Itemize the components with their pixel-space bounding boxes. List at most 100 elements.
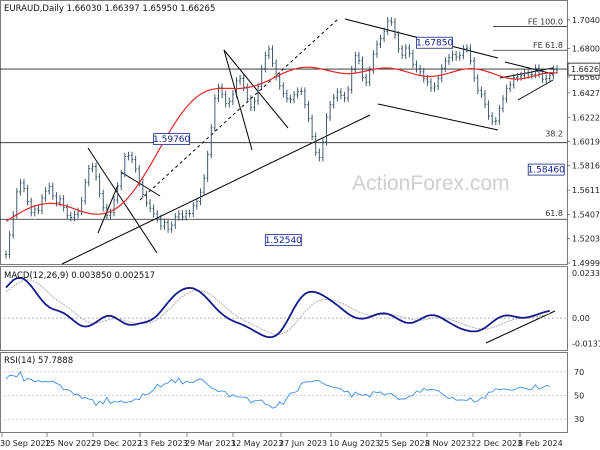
price-bar <box>303 87 307 109</box>
price-bar <box>109 208 112 220</box>
price-bar <box>555 65 559 74</box>
price-bar <box>199 188 202 206</box>
price-bar <box>454 50 458 61</box>
date-tick-label-6: 27 Jun 2023 <box>279 439 327 448</box>
price-bar <box>458 51 461 61</box>
rsi-tick-label-1: 50 <box>574 391 584 400</box>
price-bar <box>134 155 137 173</box>
price-bar <box>231 90 235 106</box>
price-bar <box>289 94 292 104</box>
watermark: ActionForex.com <box>352 172 510 195</box>
price-bar <box>429 78 433 92</box>
trendline-dec-down <box>120 171 161 197</box>
price-bar <box>422 67 425 83</box>
date-tick-label-9: 8 Nov 2023 <box>425 439 471 448</box>
price-bar <box>400 45 404 60</box>
price-bar <box>339 88 343 100</box>
macd-panel-border <box>0 266 568 351</box>
price-bar <box>87 164 91 187</box>
price-bar <box>382 27 386 43</box>
price-bar <box>98 173 101 198</box>
price-bar <box>102 189 105 212</box>
date-tick-label-5: 12 May 2023 <box>231 439 283 448</box>
price-tick-label-3: 1.64270 <box>572 89 600 98</box>
price-bar <box>472 57 476 82</box>
trendline-lower-channel <box>377 103 499 131</box>
price-bar <box>256 82 260 105</box>
macd-title: MACD(12,26,9) 0.003850 0.002517 <box>4 271 155 281</box>
price-bar <box>202 174 206 197</box>
date-tick-label-11: 8 Feb 2024 <box>518 439 563 448</box>
price-bar <box>181 210 184 221</box>
price-bar <box>487 100 490 120</box>
date-tick-label-10: 22 Dec 2023 <box>471 439 522 448</box>
price-bar <box>498 104 501 125</box>
price-bar <box>393 18 397 39</box>
price-bar <box>418 65 422 76</box>
price-bar <box>166 218 170 233</box>
macd-chart-layer <box>0 276 567 339</box>
price-bar <box>408 44 411 58</box>
price-bar <box>411 49 415 69</box>
price-bar <box>213 94 217 132</box>
date-tick-label-1: 15 Nov 2022 <box>45 439 96 448</box>
price-bar <box>321 138 325 162</box>
price-bar <box>267 45 271 60</box>
price-bar <box>26 184 29 206</box>
rsi-tick-label-0: 70 <box>574 368 584 377</box>
fib-label-2: 38.2 <box>545 129 563 138</box>
date-tick-label-2: 29 Dec 2022 <box>91 439 142 448</box>
price-bar <box>130 151 134 164</box>
price-bar <box>177 210 181 221</box>
price-bar <box>375 40 379 58</box>
price-tick-label-4: 1.62220 <box>572 113 600 122</box>
price-bar <box>62 195 65 212</box>
price-bar <box>224 90 227 108</box>
price-bar <box>476 74 479 95</box>
rsi-tick-label-2: 30 <box>574 415 584 424</box>
price-bar <box>37 205 40 215</box>
price-bar <box>253 97 256 112</box>
price-bar <box>141 179 145 199</box>
price-bar <box>285 89 289 103</box>
rsi-title: RSI(14) 57.7888 <box>4 356 73 366</box>
price-tick-label-5: 1.60190 <box>572 137 600 146</box>
price-bar <box>22 179 26 193</box>
macd-line <box>5 276 550 339</box>
price-bar <box>390 17 393 26</box>
price-bar <box>69 211 73 222</box>
price-bar <box>163 218 166 230</box>
price-bar <box>440 64 443 83</box>
date-tick-label-7: 10 Aug 2023 <box>329 439 380 448</box>
price-bar <box>451 50 454 62</box>
price-tick-label-8: 1.54070 <box>572 210 600 219</box>
price-bar <box>462 45 465 60</box>
wedge-upper <box>499 67 554 79</box>
price-bar <box>51 182 55 200</box>
price-bar <box>127 151 130 161</box>
price-bar <box>246 83 249 103</box>
price-bar <box>76 207 80 219</box>
price-bar <box>282 82 285 98</box>
price-bar <box>465 44 469 53</box>
price-bar <box>433 82 436 92</box>
price-bar <box>206 150 209 182</box>
price-bar <box>152 204 155 218</box>
price-bar <box>505 84 508 103</box>
moving-average-line <box>5 66 558 222</box>
price-bar <box>483 90 487 109</box>
price-bar <box>490 112 494 126</box>
price-bar <box>364 73 368 87</box>
price-tick-label-7: 1.56110 <box>572 186 600 195</box>
price-bar <box>192 202 195 218</box>
trendline-nov-up <box>97 184 119 234</box>
price-bar <box>332 93 335 109</box>
date-tick-label-8: 25 Sep 2023 <box>379 439 430 448</box>
fib-label-3: 61.8 <box>545 209 563 218</box>
price-bar <box>354 51 357 74</box>
price-bar <box>516 72 519 82</box>
macd-tick-label-1: 0.00 <box>572 314 590 323</box>
price-bar <box>508 80 512 93</box>
price-bar <box>544 74 548 84</box>
macd-support-line <box>485 310 556 344</box>
